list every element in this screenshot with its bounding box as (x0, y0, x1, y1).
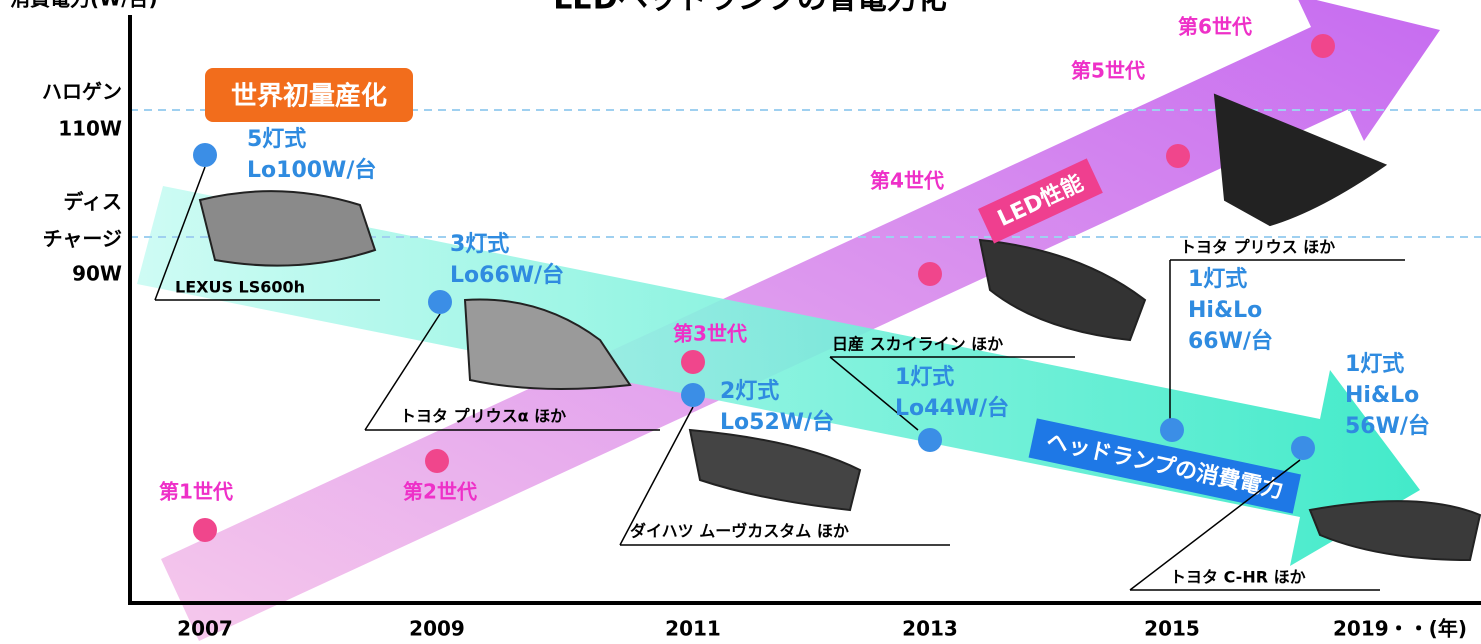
spec-label: 3灯式 (450, 232, 509, 257)
spec-label: Hi&Lo (1345, 383, 1419, 408)
x-label: 2015 (1144, 617, 1200, 641)
x-label: 2011 (665, 617, 721, 641)
generation-label: 第1世代 (159, 480, 233, 504)
model-label: トヨタ C-HR ほか (1170, 568, 1306, 587)
x-label: 2007 (177, 617, 233, 641)
spec-label: Hi&Lo (1188, 298, 1262, 323)
lamp-dot (918, 428, 942, 452)
model-label: 日産 スカイライン ほか (832, 335, 1003, 354)
lamp-dot (1291, 436, 1315, 460)
model-label: トヨタ プリウスα ほか (400, 407, 566, 426)
model-label: ダイハツ ムーヴカスタム ほか (630, 522, 849, 541)
generation-label: 第4世代 (870, 169, 944, 193)
x-label: 2013 (902, 617, 958, 641)
y-label: ハロゲン (42, 80, 122, 104)
lamp-dot (681, 383, 705, 407)
y-label: チャージ (43, 227, 122, 251)
x-label: 2019・・(年) (1333, 617, 1467, 641)
spec-label: 66W/台 (1188, 328, 1273, 354)
title: LEDヘッドランプの省電力化 (553, 0, 947, 17)
generation-label: 第5世代 (1071, 59, 1145, 83)
y-label: 90W (72, 262, 122, 286)
model-label: トヨタ プリウス ほか (1180, 238, 1335, 257)
lamp-dot (428, 290, 452, 314)
badge: 世界初量産化 (231, 81, 387, 112)
spec-label: Lo44W/台 (895, 395, 1009, 421)
lamp-dot (1160, 418, 1184, 442)
generation-label: 第2世代 (403, 480, 477, 504)
spec-label: 1灯式 (1345, 352, 1404, 377)
model-label: LEXUS LS600h (175, 278, 305, 297)
diagram: LEDヘッドランプの省電力化 消費電力(W/台) 世界初量産化 LED性能 ヘッ… (0, 0, 1481, 644)
generation-dot (1311, 34, 1335, 58)
generation-dot (918, 262, 942, 286)
y-axis-label: 消費電力(W/台) (10, 0, 158, 11)
generation-dot (681, 350, 705, 374)
spec-label: Lo66W/台 (450, 262, 564, 288)
generation-label: 第6世代 (1178, 15, 1252, 39)
generation-dot (425, 449, 449, 473)
spec-label: 1灯式 (1188, 267, 1247, 292)
generation-dot (1166, 144, 1190, 168)
spec-label: 2灯式 (720, 379, 779, 404)
y-label: 110W (58, 117, 122, 141)
spec-label: Lo100W/台 (247, 157, 376, 183)
y-label: ディス (63, 190, 122, 214)
x-label: 2009 (409, 617, 465, 641)
spec-label: 5灯式 (247, 127, 306, 152)
generation-dot (193, 518, 217, 542)
spec-label: Lo52W/台 (720, 409, 834, 435)
generation-label: 第3世代 (673, 322, 747, 346)
spec-label: 1灯式 (895, 365, 954, 390)
spec-label: 56W/台 (1345, 413, 1430, 439)
lamp-dot (193, 143, 217, 167)
